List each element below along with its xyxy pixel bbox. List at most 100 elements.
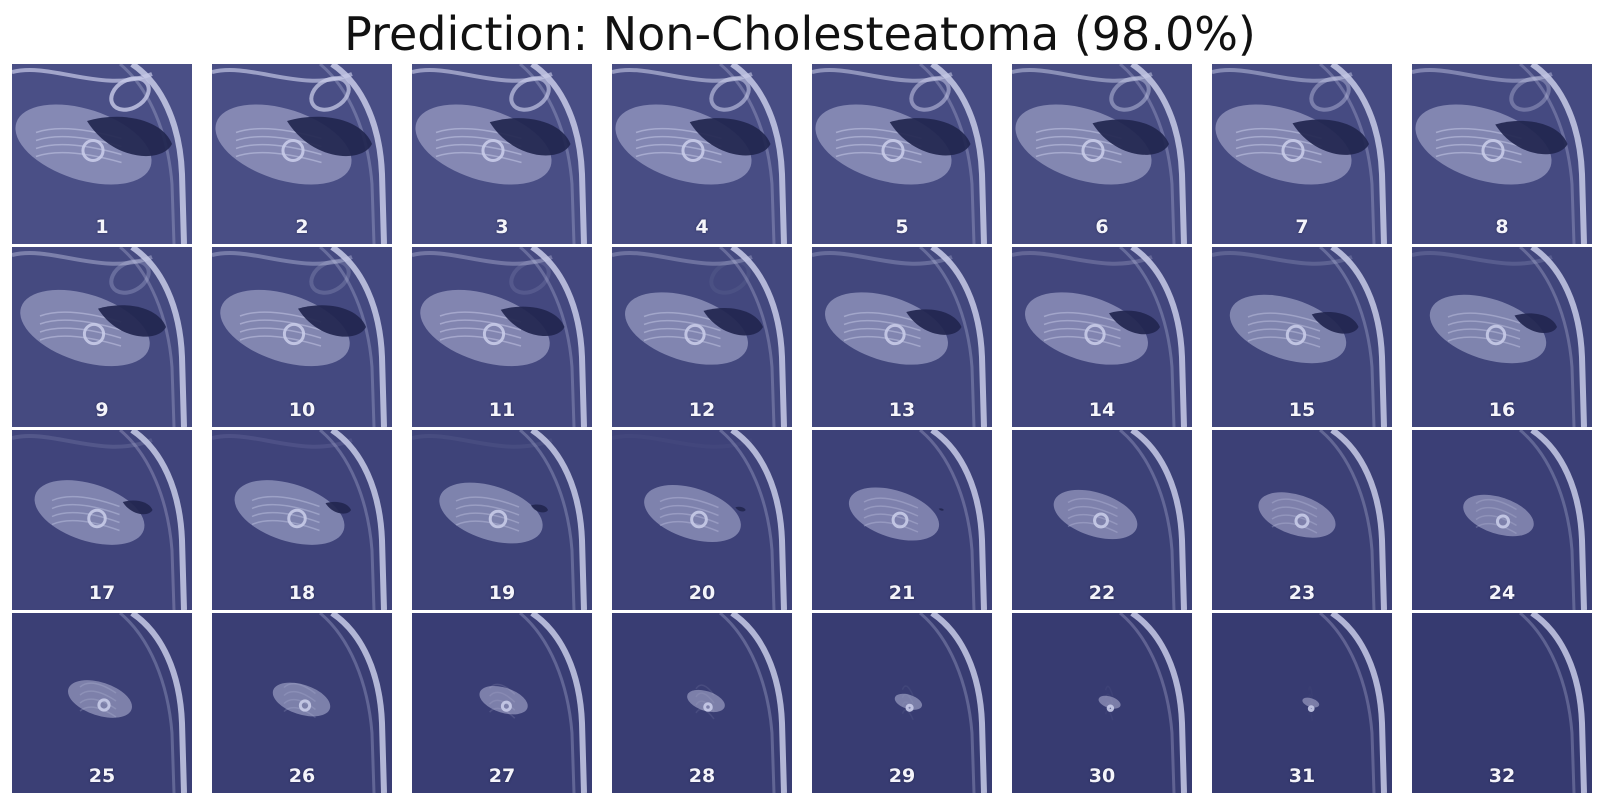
skull-inner-outline: [1119, 247, 1176, 427]
cochlea-ring: [481, 138, 505, 163]
labyrinth-oval: [309, 259, 351, 295]
cochlea-ring: [1084, 323, 1106, 346]
cochlea-ring: [482, 322, 506, 346]
cochlea-ring: [281, 138, 305, 163]
slice-number-label: 21: [888, 582, 916, 604]
upper-cortex: [412, 434, 553, 449]
air-cavity: [298, 305, 366, 337]
bone-texture: [51, 511, 120, 524]
bone-texture: [35, 151, 122, 164]
skull-inner-outline: [319, 430, 376, 610]
temporal-bone: [894, 693, 923, 710]
skull-outline: [1330, 430, 1387, 610]
bone-texture: [863, 521, 919, 533]
bone-texture: [251, 495, 320, 508]
bone-texture: [1247, 320, 1321, 332]
cochlea-ring: [881, 138, 905, 163]
bone-texture: [283, 690, 316, 703]
slice-number-label: 19: [488, 582, 516, 604]
slice-number-label: 5: [895, 216, 909, 238]
upper-cortex: [1412, 68, 1553, 83]
air-cavity: [889, 118, 971, 156]
cochlea-ring: [884, 323, 906, 346]
temporal-bone: [1463, 494, 1534, 537]
skull-outline: [330, 613, 387, 793]
skull-inner-outline: [1519, 247, 1576, 427]
cochlea-ring: [87, 508, 107, 529]
bone-texture: [901, 685, 914, 697]
upper-cortex: [1012, 68, 1153, 83]
bone-texture: [251, 503, 320, 516]
skull-inner-outline: [319, 613, 376, 793]
cochlea-ring: [500, 700, 512, 712]
ct-slice-image: [1463, 430, 1587, 610]
bone-texture: [489, 707, 516, 719]
bone-texture: [1067, 505, 1118, 518]
air-cavity: [87, 116, 172, 157]
cochlea-ring: [287, 508, 307, 529]
skull-outline: [130, 430, 187, 610]
bone-texture: [79, 682, 117, 694]
skull-inner-outline: [919, 64, 976, 244]
air-cavity: [735, 506, 746, 512]
bone-texture: [1447, 312, 1521, 324]
bone-texture: [863, 497, 919, 509]
upper-cortex: [1012, 251, 1153, 266]
slice-number-label: 22: [1088, 582, 1116, 604]
skull-inner-outline: [519, 613, 576, 793]
ct-slice-tile: 23: [1212, 430, 1392, 610]
skull-inner-outline: [1519, 430, 1576, 610]
cochlea-ring: [1093, 512, 1109, 529]
skull-outline: [130, 613, 187, 793]
bone-texture: [239, 319, 322, 331]
ct-slice-image: [412, 64, 587, 244]
slice-number-label: 27: [488, 765, 516, 787]
labyrinth-oval: [109, 76, 151, 112]
skull-outline: [1130, 64, 1187, 244]
bone-texture: [1035, 135, 1122, 148]
bone-texture: [643, 327, 721, 340]
ct-slice-tile: 13: [812, 247, 992, 427]
bone-texture: [1247, 328, 1321, 340]
air-cavity: [1495, 120, 1568, 155]
slice-number-label: 31: [1288, 765, 1316, 787]
bone-texture: [1247, 336, 1321, 348]
bone-texture: [439, 319, 522, 331]
skull-outline: [1130, 247, 1187, 427]
bone-texture: [1475, 506, 1517, 519]
ct-slice-tile: 18: [212, 430, 392, 610]
skull-outline: [530, 430, 587, 610]
bone-texture: [51, 495, 120, 508]
bone-texture: [1035, 143, 1122, 156]
bone-texture: [79, 690, 117, 702]
ct-slice-tile: 17: [12, 430, 192, 610]
skull-inner-outline: [119, 64, 176, 244]
slice-number-label: 29: [888, 765, 916, 787]
bone-texture: [643, 319, 721, 332]
cochlea-ring: [1285, 324, 1307, 346]
temporal-bone: [848, 487, 940, 541]
ct-slice-image: [1012, 247, 1187, 427]
skull-inner-outline: [519, 247, 576, 427]
bone-texture: [489, 699, 516, 711]
ct-slice-tile: 24: [1412, 430, 1592, 610]
bone-texture: [659, 496, 719, 509]
slice-number-label: 23: [1288, 582, 1316, 604]
ct-slice-image: [412, 247, 587, 427]
bone-texture: [1235, 135, 1322, 148]
slice-number-label: 4: [695, 216, 709, 238]
skull-outline: [130, 247, 187, 427]
cochlea-ring: [891, 511, 909, 529]
labyrinth-oval: [1109, 76, 1151, 112]
ct-slice-image: [894, 613, 987, 793]
skull-outline: [930, 430, 987, 610]
bone-texture: [1271, 514, 1318, 526]
ct-slice-tile: 20: [612, 430, 792, 610]
skull-outline: [930, 247, 987, 427]
ct-slice-image: [644, 430, 787, 610]
cochlea-ring: [690, 510, 708, 529]
bone-texture: [843, 335, 921, 348]
bone-texture: [79, 698, 117, 710]
bone-texture: [283, 682, 316, 695]
